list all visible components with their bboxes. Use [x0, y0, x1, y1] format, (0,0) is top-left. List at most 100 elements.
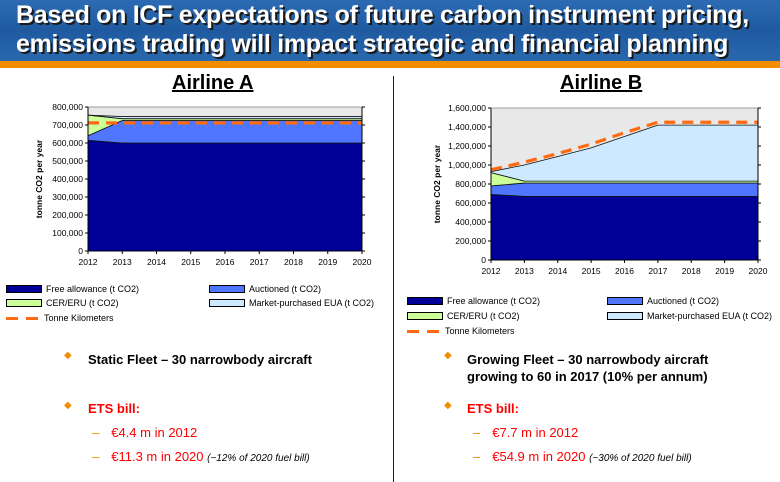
- ets-2020-value: €11.3 m in 2020: [111, 449, 204, 464]
- legend-label: CER/ERU (t CO2): [447, 311, 520, 321]
- legend-label: Tonne Kilometers: [44, 313, 114, 323]
- legend-swatch-market: [607, 312, 643, 320]
- y-tick-label: 600,000: [52, 138, 83, 148]
- x-tick-label: 2019: [318, 257, 337, 267]
- y-tick-label: 1,600,000: [448, 103, 486, 113]
- legend-swatch-tonne-km: [6, 316, 40, 320]
- legend-swatch-cer: [407, 312, 443, 320]
- legend-item-tonne-km: Tonne Kilometers: [407, 326, 515, 336]
- y-tick-label: 1,400,000: [448, 122, 486, 132]
- auctioned-area: [490, 182, 759, 197]
- y-tick-label: 0: [78, 246, 83, 256]
- legend-swatch-auctioned: [209, 285, 245, 293]
- legend-label: Market-purchased EUA (t CO2): [647, 311, 773, 321]
- legend-swatch-cer: [6, 299, 42, 307]
- legend-item-auctioned: Auctioned (t CO2): [607, 296, 719, 306]
- legend-item-market: Market-purchased EUA (t CO2): [607, 311, 772, 321]
- ets-2020-note: (~12% of 2020 fuel bill): [207, 453, 310, 464]
- page-title-line2: emissions trading will impact strategic …: [16, 30, 729, 58]
- legend-item-market: Market-purchased EUA (t CO2): [209, 298, 374, 308]
- x-tick-label: 2017: [648, 266, 667, 276]
- y-tick-label: 1,000,000: [448, 160, 486, 170]
- y-tick-label: 500,000: [52, 156, 83, 166]
- airline-b-fleet-text: Growing Fleet – 30 narrowbody aircraft g…: [467, 351, 708, 385]
- bullet-diamond-icon: ◆: [64, 400, 72, 411]
- fleet-text-line2: growing to 60 in 2017 (10% per annum): [467, 369, 708, 384]
- column-divider: [393, 76, 394, 482]
- ets-2020-value: €54.9 m in 2020: [492, 449, 586, 464]
- bullet-diamond-icon: ◆: [64, 350, 72, 361]
- legend-label: Free allowance (t CO2): [46, 284, 140, 294]
- legend-item-free: Free allowance (t CO2): [6, 284, 139, 294]
- airline-a-heading: Airline A: [172, 72, 254, 94]
- legend-item-cer: CER/ERU (t CO2): [6, 298, 119, 308]
- x-tick-label: 2019: [715, 266, 734, 276]
- legend-swatch-auctioned: [607, 297, 643, 305]
- fleet-text-line1: Growing Fleet – 30 narrowbody aircraft: [467, 352, 709, 367]
- y-axis-label: tonne CO2 per year: [34, 139, 44, 218]
- y-tick-label: 200,000: [52, 210, 83, 220]
- header-accent-bar: [0, 61, 780, 68]
- bullet-diamond-icon: ◆: [444, 350, 452, 361]
- airline-a-fleet-text: Static Fleet – 30 narrowbody aircraft: [88, 352, 312, 367]
- airline-b-ets-label: ETS bill:: [467, 401, 519, 416]
- legend-item-free: Free allowance (t CO2): [407, 296, 540, 306]
- legend-swatch-free: [407, 297, 443, 305]
- legend-label: Auctioned (t CO2): [249, 284, 322, 294]
- airline-a-ets-2012: – €4.4 m in 2012: [92, 425, 198, 440]
- x-tick-label: 2014: [548, 266, 567, 276]
- ets-2012-value: €7.7 m in 2012: [492, 425, 579, 440]
- x-tick-label: 2016: [216, 257, 235, 267]
- legend-swatch-free: [6, 285, 42, 293]
- airline-a-chart: 0 100,000 200,000 300,000 400,000 500,000 600,…: [34, 102, 372, 267]
- legend-item-tonne-km: Tonne Kilometers: [6, 313, 114, 323]
- x-tick-label: 2012: [482, 266, 501, 276]
- legend-label: Tonne Kilometers: [445, 326, 515, 336]
- legend-label: Auctioned (t CO2): [647, 296, 720, 306]
- tonne-km-line: [490, 120, 758, 172]
- y-tick-label: 400,000: [455, 217, 486, 227]
- y-tick-label: 1,200,000: [448, 141, 486, 151]
- x-tick-label: 2015: [582, 266, 601, 276]
- legend-label: Market-purchased EUA (t CO2): [249, 298, 375, 308]
- x-tick-label: 2020: [353, 257, 372, 267]
- airline-b-ets-2012: – €7.7 m in 2012: [473, 425, 579, 440]
- y-tick-label: 800,000: [455, 179, 486, 189]
- x-tick-label: 2015: [181, 257, 200, 267]
- x-tick-label: 2018: [284, 257, 303, 267]
- x-tick-label: 2013: [113, 257, 132, 267]
- x-tick-label: 2012: [79, 257, 98, 267]
- airline-a-ets-label: ETS bill:: [88, 401, 140, 416]
- y-tick-label: 800,000: [52, 102, 83, 112]
- y-axis-label: tonne CO2 per year: [432, 144, 442, 223]
- page-title: Based on ICF expectations of future carb…: [16, 1, 776, 59]
- y-tick-label: 400,000: [52, 174, 83, 184]
- legend-label: CER/ERU (t CO2): [46, 298, 119, 308]
- airline-b-chart: 0 200,000 400,000 600,000 800,000 1,000,000 1,…: [432, 103, 768, 276]
- legend-swatch-tonne-km: [407, 329, 441, 333]
- bullet-diamond-icon: ◆: [444, 400, 452, 411]
- legend-label: Free allowance (t CO2): [447, 296, 541, 306]
- legend-swatch-market: [209, 299, 245, 307]
- free-allowance-area: [490, 194, 759, 261]
- y-tick-label: 300,000: [52, 192, 83, 202]
- ets-2012-value: €4.4 m in 2012: [111, 425, 198, 440]
- airline-b-heading: Airline B: [560, 72, 643, 94]
- airline-b-ets-2020: – €54.9 m in 2020 (~30% of 2020 fuel bill…: [473, 449, 692, 464]
- x-tick-label: 2020: [749, 266, 768, 276]
- x-tick-label: 2014: [147, 257, 166, 267]
- x-tick-label: 2016: [615, 266, 634, 276]
- y-tick-label: 700,000: [52, 120, 83, 130]
- y-tick-label: 0: [481, 255, 486, 265]
- y-tick-label: 200,000: [455, 236, 486, 246]
- legend-item-cer: CER/ERU (t CO2): [407, 311, 520, 321]
- y-tick-label: 600,000: [455, 198, 486, 208]
- y-tick-label: 100,000: [52, 228, 83, 238]
- header-banner: [0, 0, 780, 61]
- x-tick-label: 2013: [515, 266, 534, 276]
- ets-2020-note: (~30% of 2020 fuel bill): [589, 453, 692, 464]
- x-tick-label: 2017: [250, 257, 269, 267]
- x-tick-label: 2018: [682, 266, 701, 276]
- airline-a-ets-2020: – €11.3 m in 2020 (~12% of 2020 fuel bill…: [92, 449, 310, 464]
- legend-item-auctioned: Auctioned (t CO2): [209, 284, 321, 294]
